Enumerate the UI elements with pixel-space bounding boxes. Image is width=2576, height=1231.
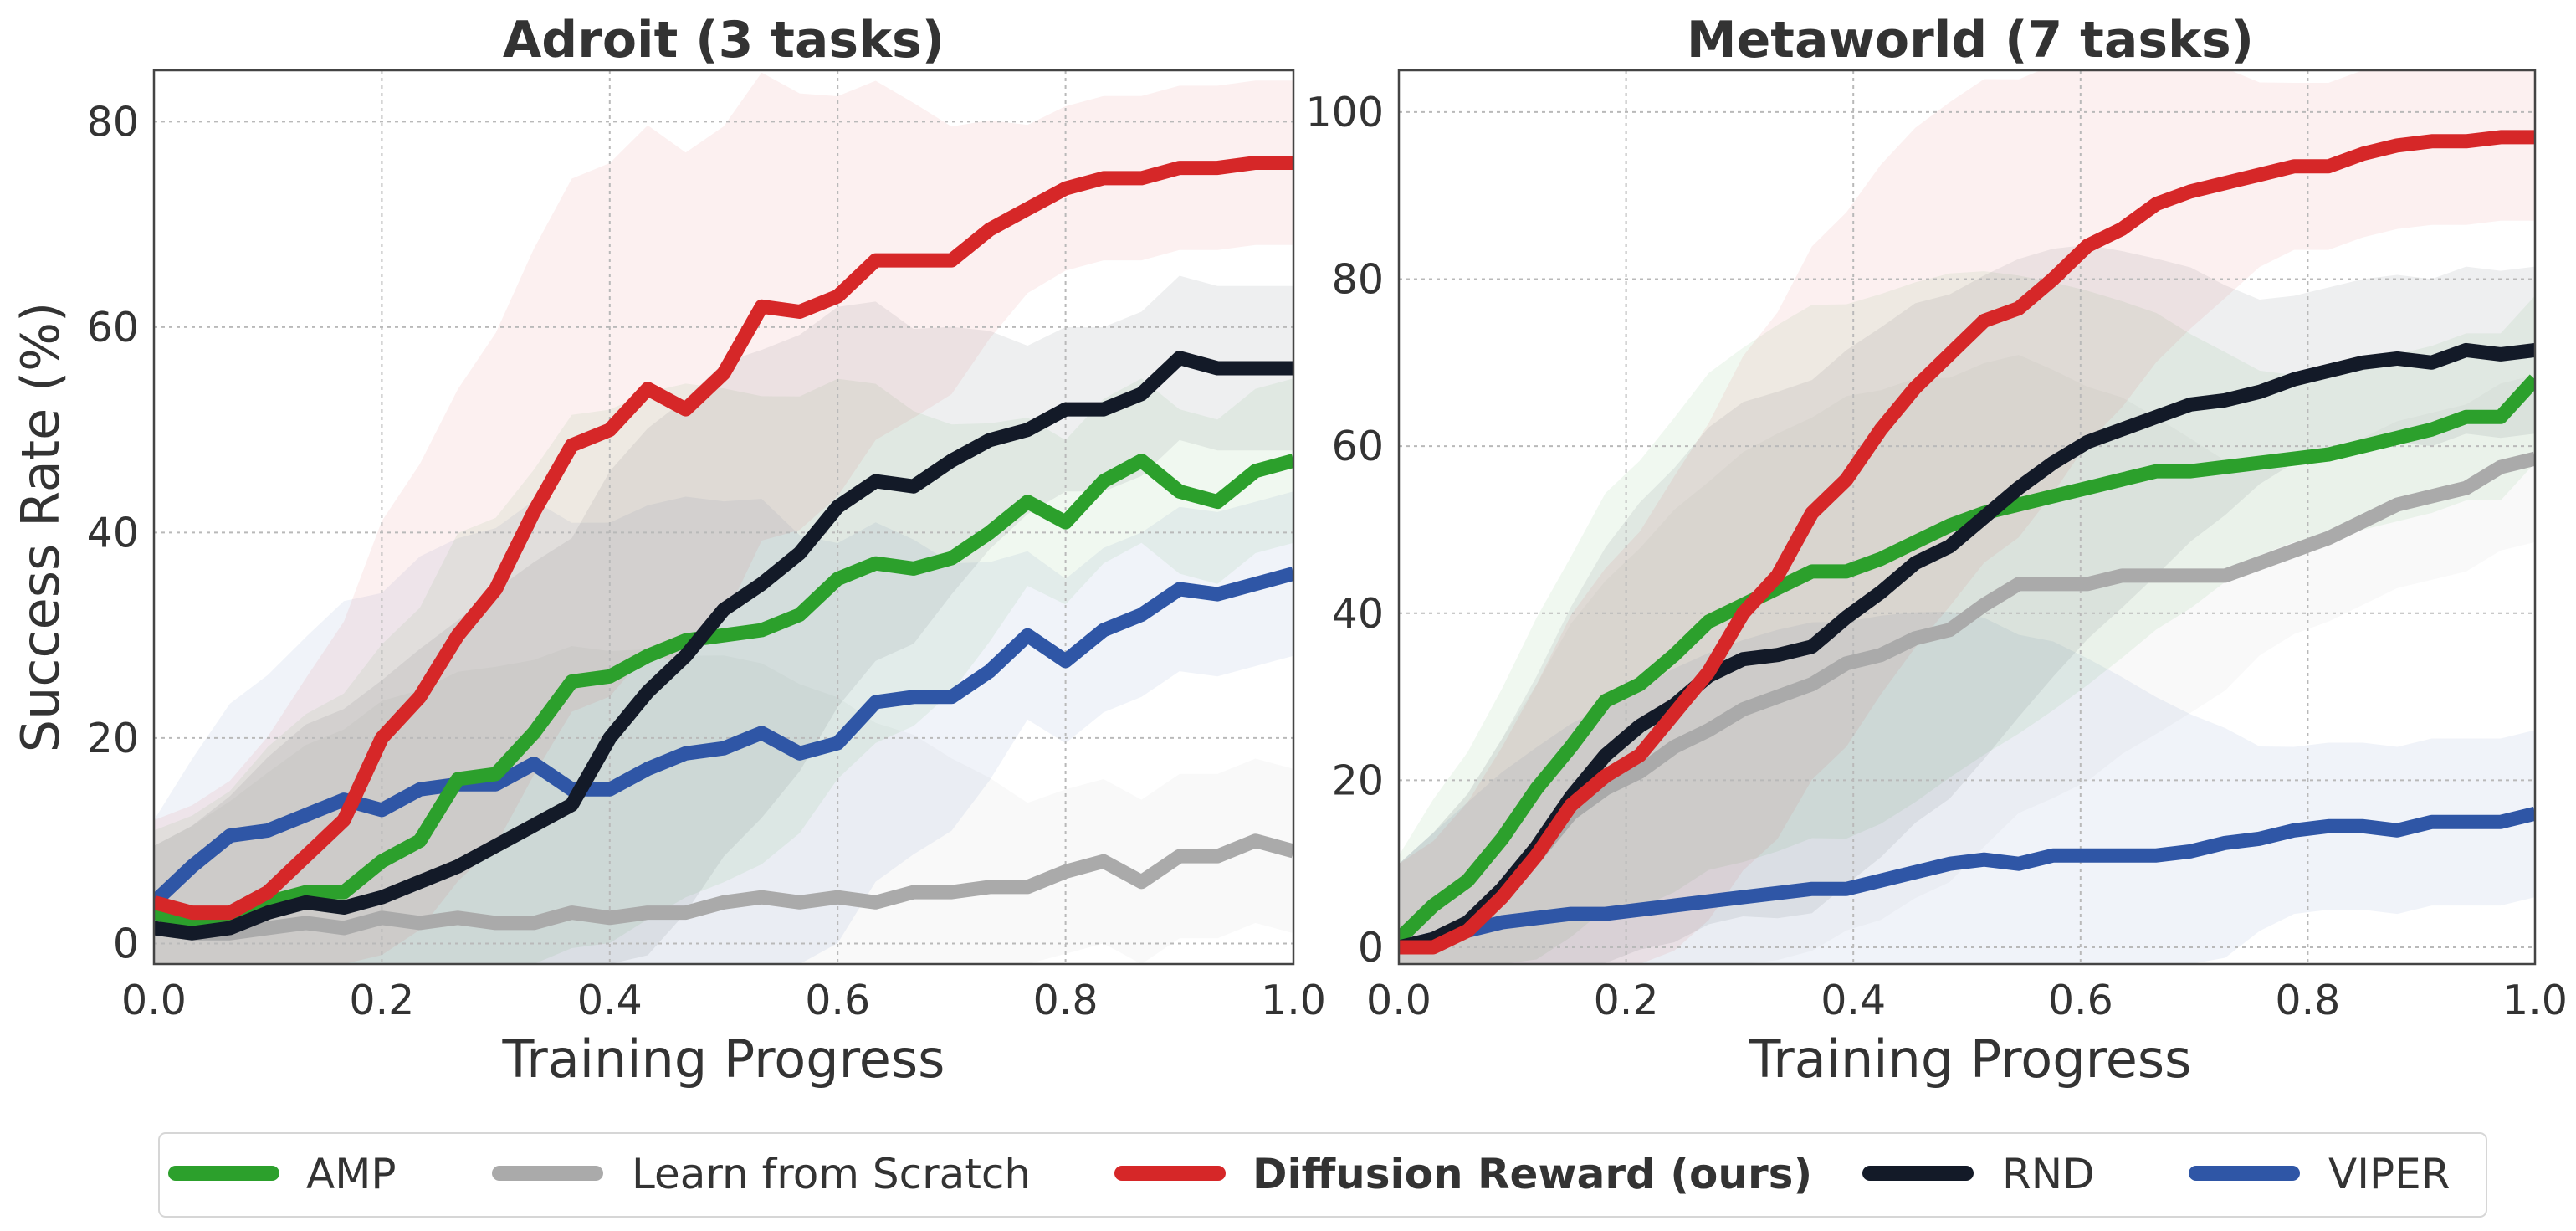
x-tick-label: 0.8 [2275, 977, 2340, 1024]
legend-label-viper: VIPER [2328, 1150, 2450, 1198]
chart-panel-adroit: Adroit (3 tasks) Success Rate (%) Traini… [10, 11, 1326, 1090]
series-line-diffusion [154, 156, 1293, 921]
plot-frame [152, 69, 1295, 966]
legend-label-scratch: Learn from Scratch [632, 1150, 1031, 1198]
x-tick-label: 0.4 [577, 977, 643, 1024]
y-tick-label: 40 [87, 509, 139, 557]
series-lines [154, 156, 1293, 941]
x-tick-label: 0.8 [1033, 977, 1099, 1024]
x-tick-label: 0.4 [1821, 977, 1886, 1024]
x-tick-label: 0.0 [121, 977, 187, 1024]
legend-entry-diffusion: Diffusion Reward (ours) [1114, 1150, 1812, 1198]
series-line-amp [1399, 374, 2535, 945]
y-tick-label: 80 [1332, 256, 1384, 304]
legend-entry-scratch: Learn from Scratch [492, 1150, 1031, 1198]
x-tick-label: 1.0 [1261, 977, 1326, 1024]
legend: AMP Learn from Scratch Diffusion Reward … [158, 1132, 2487, 1218]
legend-label-rnd: RND [2002, 1150, 2095, 1198]
chart-title: Adroit (3 tasks) [503, 11, 945, 69]
y-tick-label: 20 [1332, 757, 1384, 804]
series-line-rnd [1399, 342, 2535, 955]
band-scratch [1399, 355, 2535, 964]
legend-label-amp: AMP [306, 1150, 397, 1198]
y-tick-label: 0 [113, 920, 139, 967]
x-tick-label: 0.2 [1594, 977, 1659, 1024]
y-tick-label: 40 [1332, 590, 1384, 638]
chart-panel-metaworld: Metaworld (7 tasks) Training Progress 0.… [1305, 11, 2568, 1090]
x-tick-label: 0.2 [349, 977, 414, 1024]
series-line-rnd [154, 351, 1293, 941]
plot-frame [1397, 69, 2537, 966]
chart-title: Metaworld (7 tasks) [1687, 11, 2254, 69]
y-axis-label: Success Rate (%) [10, 302, 71, 752]
series-line-viper [154, 567, 1293, 908]
y-tick-label: 0 [1358, 924, 1384, 972]
x-axis-label: Training Progress [502, 1028, 945, 1090]
x-tick-label: 1.0 [2502, 977, 2568, 1024]
legend-entry-viper: VIPER [2189, 1150, 2450, 1198]
series-line-scratch [1399, 451, 2535, 955]
series-line-scratch [154, 833, 1293, 941]
x-tick-label: 0.0 [1366, 977, 1431, 1024]
plot-area: 0.0 0.2 0.4 0.6 0.8 1.0 0 20 40 60 80 [87, 69, 1326, 1024]
band-viper [154, 491, 1293, 964]
series-line-viper [1399, 807, 2535, 955]
band-rnd [1399, 244, 2535, 964]
legend-frame [158, 1132, 2487, 1218]
y-tick-label: 60 [87, 304, 139, 351]
x-tick-label: 0.6 [805, 977, 870, 1024]
band-diffusion [154, 72, 1293, 964]
series-lines [1399, 130, 2535, 955]
y-tick-label: 80 [87, 98, 139, 146]
series-line-diffusion [1399, 130, 2535, 955]
legend-entry-rnd: RND [1862, 1150, 2095, 1198]
plot-area: 0.0 0.2 0.4 0.6 0.8 1.0 0 20 40 60 80 100 [1305, 69, 2568, 1024]
y-tick-label: 20 [87, 715, 139, 762]
y-tick-label: 100 [1305, 89, 1384, 136]
series-line-amp [154, 454, 1293, 931]
x-tick-label: 0.6 [2048, 977, 2113, 1024]
y-tick-label: 60 [1332, 423, 1384, 470]
legend-entry-amp: AMP [168, 1150, 397, 1198]
legend-label-diffusion: Diffusion Reward (ours) [1252, 1150, 1812, 1198]
x-axis-label: Training Progress [1749, 1028, 2192, 1090]
